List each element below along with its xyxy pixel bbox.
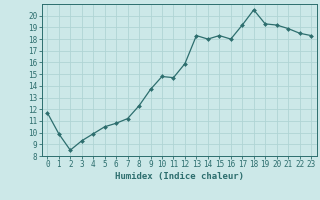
- X-axis label: Humidex (Indice chaleur): Humidex (Indice chaleur): [115, 172, 244, 181]
